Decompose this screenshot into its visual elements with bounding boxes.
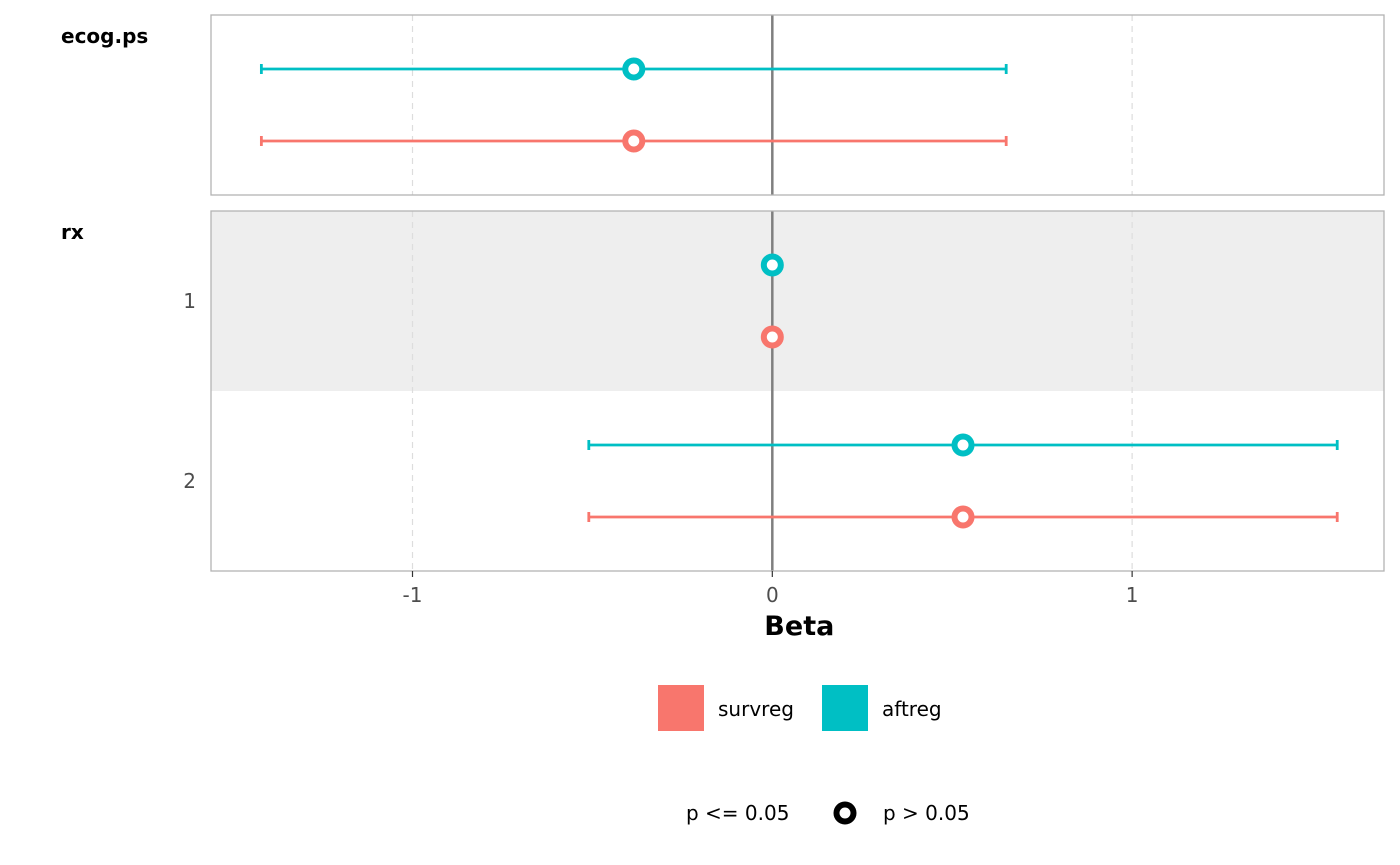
legend-label-aftreg: aftreg [882,697,942,721]
facet-1: rx 1 2 [61,210,1385,572]
x-tick-label: 1 [1126,583,1139,607]
facet-title: rx [61,220,84,244]
x-axis-title: Beta [764,611,834,642]
facet-title: ecog.ps [61,24,148,48]
x-tick-label: 0 [766,583,779,607]
estimate-point [951,433,975,457]
estimate-point [760,253,784,277]
estimate-point [951,505,975,529]
facet-0: ecog.ps [61,14,1385,196]
panel-border [210,14,1385,196]
legend-label-survreg: survreg [718,697,794,721]
estimate-point [622,57,646,81]
legend-shape-label: p <= 0.05 [686,801,789,825]
panel-border [210,210,1385,572]
row-shading [211,211,1384,391]
x-axis: -1 0 1 [403,571,1139,607]
estimate-point [622,129,646,153]
row-label: 2 [183,469,196,493]
legend-swatch-survreg [658,685,704,731]
estimate-point [760,325,784,349]
open-circle-icon [833,801,857,825]
row-label: 1 [183,289,196,313]
legend-shape-label: p > 0.05 [883,801,970,825]
legend-swatch-aftreg [822,685,868,731]
facet-panels: ecog.ps rx 1 2 [61,14,1385,572]
x-tick-label: -1 [403,583,423,607]
legend: survreg aftreg p <= 0.05 p > 0.05 [658,685,970,825]
